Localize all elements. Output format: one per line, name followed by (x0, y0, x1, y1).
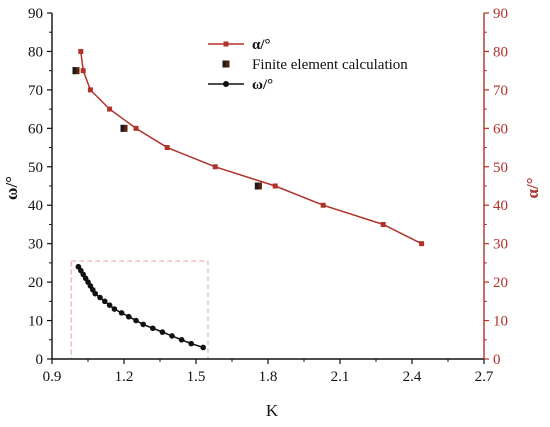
left-y-tick-label: 10 (28, 314, 43, 330)
legend-omega-marker (223, 81, 229, 87)
x-tick-label: 2.4 (403, 369, 422, 385)
x-tick-label: 0.9 (43, 369, 62, 385)
inset-box (70, 260, 209, 360)
omega-point (169, 333, 175, 339)
omega-point (159, 329, 166, 335)
axes-layer: 0.9 1.2 1.5 1.8 2.1 2.4 2.70102030405060708090… (28, 6, 508, 385)
omega-point (97, 294, 103, 301)
right-y-tick-label: 10 (493, 314, 508, 330)
omega-point (92, 290, 98, 297)
omega-point (140, 321, 146, 328)
omega-point (178, 336, 185, 343)
omega-point (102, 298, 108, 305)
left-y-tick-label: 20 (28, 275, 43, 291)
left-y-tick-label: 30 (28, 237, 43, 253)
omega-point (200, 344, 206, 351)
omega-point (188, 340, 194, 347)
right-y-tick-label: 20 (493, 275, 508, 291)
left-y-tick-label: 0 (36, 352, 44, 368)
right-y-tick-label: 70 (493, 83, 508, 99)
left-y-tick-label: 90 (28, 6, 43, 22)
x-tick-label: 1.5 (187, 369, 206, 385)
x-tick-label: 2.1 (331, 369, 350, 385)
left-y-tick-label: 80 (28, 44, 43, 60)
omega-point (106, 302, 113, 308)
left-y-tick-label: 40 (28, 198, 43, 214)
legend-omega-label: ω/° (252, 77, 273, 93)
inset-box-layer (70, 260, 209, 360)
alpha-point (80, 68, 86, 74)
omega-point (126, 313, 132, 320)
right-y-tick-label: 40 (493, 198, 508, 214)
legend-fem-label: Finite element calculation (252, 57, 408, 73)
omega-point (133, 317, 139, 324)
x-tick-label: 1.8 (259, 369, 278, 385)
x-tick-label: 2.7 (475, 369, 494, 385)
omega-point (118, 310, 125, 316)
right-y-tick-label: 60 (493, 121, 508, 137)
right-y-tick-label: 30 (493, 237, 508, 253)
omega-point (111, 306, 118, 312)
omega-series-line (77, 266, 204, 349)
fem-point-shade (72, 67, 76, 75)
alpha-point (164, 145, 170, 151)
alpha-point (87, 87, 93, 93)
legend-fem-marker-shade (222, 60, 226, 68)
left-y-tick-label: 60 (28, 121, 43, 137)
x-axis-label: K (266, 401, 279, 420)
fem-point-shade (120, 124, 124, 132)
alpha-point (133, 125, 139, 131)
legend-alpha-label: α/° (252, 37, 271, 53)
alpha-point (320, 202, 326, 208)
left-y-axis-label: ω/° (2, 176, 21, 200)
fem-point-shade (254, 182, 259, 190)
right-y-tick-label: 80 (493, 44, 508, 60)
alpha-point (212, 164, 218, 170)
legend: α/° Finite element calculation ω/° (208, 37, 408, 93)
alpha-point (419, 241, 425, 247)
left-y-tick-label: 70 (28, 83, 43, 99)
alpha-point (380, 221, 386, 227)
left-y-tick-label: 50 (28, 160, 43, 176)
right-y-tick-label: 0 (493, 352, 501, 368)
x-tick-label: 1.2 (115, 369, 134, 385)
right-y-tick-label: 50 (493, 160, 508, 176)
alpha-point (272, 183, 278, 189)
alpha-point (107, 106, 113, 112)
series-layer (72, 48, 425, 351)
right-y-tick-label: 90 (493, 6, 508, 22)
legend-alpha-marker (223, 41, 229, 47)
right-y-axis-label: α/° (523, 177, 542, 198)
omega-point (150, 325, 156, 332)
alpha-point (78, 48, 84, 54)
